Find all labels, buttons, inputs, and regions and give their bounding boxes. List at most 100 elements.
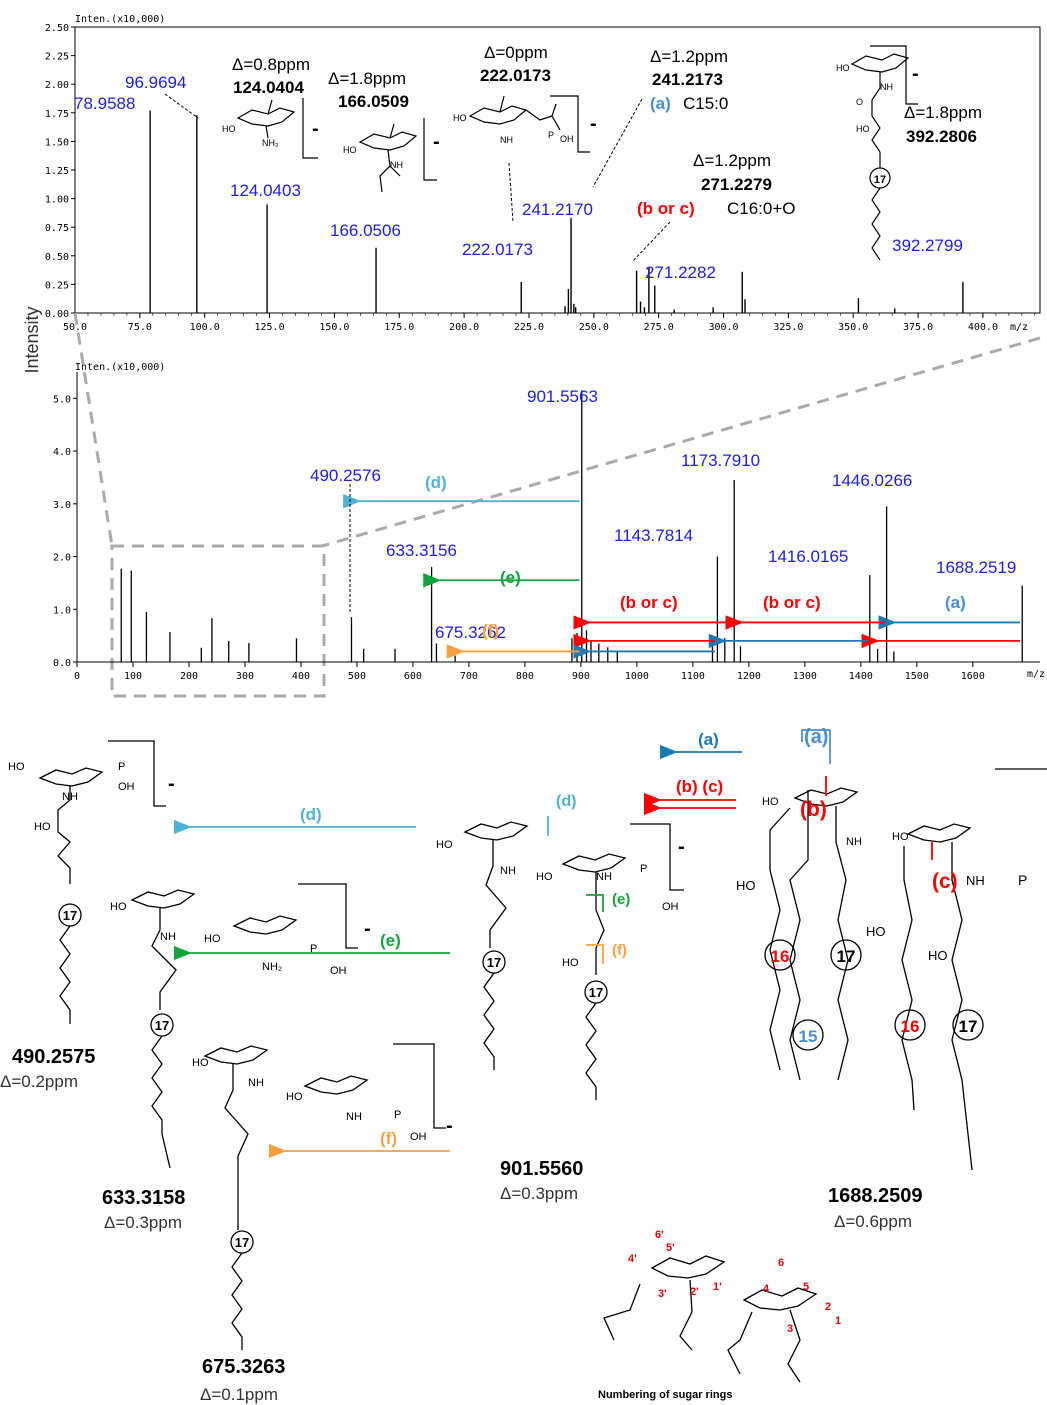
atom-ho: HO [856,124,870,134]
top-x-tick-label: 325.0 [773,322,803,333]
cleave-e: (e) [612,891,630,908]
chain-17-parent-a: 17 [837,947,856,966]
anno-241-delta: Δ=1.2ppm [650,47,728,66]
bottom-x-tick-label: 1200 [737,671,761,682]
atom-nh: NH [966,873,985,888]
bottom-x-tick-label: 1100 [681,671,705,682]
atom-ho: HO [536,871,553,883]
ring-number-label: 2' [690,1286,699,1298]
atom-p: P [310,943,317,955]
y-axis-label: Intensity [22,306,42,373]
anno-241-mass: 241.2173 [652,70,723,89]
anno-271-delta: Δ=1.2ppm [693,151,771,170]
top-x-tick-label: 100.0 [190,322,220,333]
bottom-y-tick-label: 2.0 [53,553,71,564]
frag-901-delta: Δ=0.3ppm [500,1184,578,1203]
ring-number-label: 6 [778,1257,784,1269]
bottom-x-tick-label: 600 [404,671,422,682]
atom-ho: HO [736,878,756,893]
bottom-plot-frame [76,372,1040,663]
atom-nh: NH [346,1111,362,1123]
chain-15-parent: 15 [799,1027,818,1046]
top-peak-label: 271.2282 [645,263,716,282]
chain-17-frag-f: 17 [235,1235,249,1250]
atom-ho: HO [343,145,357,155]
ring-number-label: 1 [835,1315,841,1327]
atom-ho: HO [436,839,453,851]
atom-oh: OH [560,134,574,144]
atom-ho: HO [562,957,579,969]
chain-16-parent-a: 16 [771,947,790,966]
cleave-b: (b) [800,798,827,821]
anno-222-delta: Δ=0ppm [484,43,548,62]
structure-222: HO NH P OH [453,95,590,153]
leader-241 [592,98,643,188]
chain-17-top: 17 [874,174,886,186]
top-y-tick-label: 0.50 [45,252,69,263]
chain-16-parent-b: 16 [901,1017,920,1036]
atom-p: P [548,130,554,140]
atom-ho: HO [110,901,127,913]
anno-124-delta: Δ=0.8ppm [232,55,310,74]
atom-ho: HO [866,924,886,939]
atom-nh: NH [160,931,176,943]
structure-392: HO NH O HO [836,45,918,261]
top-plot-frame [74,26,1041,314]
anno-392-mass: 392.2806 [906,127,977,146]
cleavage-marks [547,729,933,964]
anno-271-mass: 271.2279 [701,175,772,194]
atom-oh: OH [118,781,135,793]
frag-901-mass: 901.5560 [500,1158,583,1180]
bottom-x-tick-label: 1300 [793,671,817,682]
bottom-spectrum-panel: Inten.(x10,000) 0.0 1.0 2.0 3.0 4.0 5.0 0 100 2… [53,362,1045,682]
atom-ho: HO [453,113,467,123]
cleave-f: (f) [612,942,627,959]
top-peak-label: 124.0403 [230,181,301,200]
parent-delta: Δ=0.6ppm [834,1212,912,1231]
bottom-x-tick-label: 1600 [961,671,985,682]
top-x-tick-label: 200.0 [449,322,479,333]
bottom-x-tick-label: 800 [516,671,534,682]
anno-124-mass: 124.0404 [233,78,304,97]
atom-p: P [1018,872,1027,888]
bottom-peak-labels: 901.5563 490.2576 633.3156 675.3262 1143.781… [310,387,1016,642]
top-x-ticks: 50.0 75.0 100.0 125.0 150.0 175.0 200.0 225.0 25… [63,313,1036,333]
ring-number-label: 2 [825,1301,831,1313]
bottom-x-tick-label: 200 [180,671,198,682]
bottom-peak-label: 490.2576 [310,466,381,485]
bottom-x-tick-label: 700 [460,671,478,682]
numbering-title: Numbering of sugar rings [598,1389,732,1401]
atom-ho: HO [892,831,909,843]
top-x-tick-label: 50.0 [63,322,87,333]
minus-frag-f: - [446,1115,453,1137]
top-spectrum-panel: Inten.(x10,000) 0.00 0.25 0.50 0.75 1.00 1.25… [45,14,1041,333]
ring-number-label: 1' [713,1281,722,1293]
scheme-arrow-a: (a) [698,730,719,749]
chain-17-frag-d: 17 [63,908,77,923]
top-x-tick-label: 225.0 [514,322,544,333]
top-x-tick-label: 400.0 [968,322,998,333]
chain-17-frag-e: 17 [155,1018,169,1033]
bottom-arrow-tag: (a) [945,593,966,612]
atom-ho: HO [762,796,779,808]
top-y-tick-label: 2.50 [45,23,69,34]
structure-166: HO NH [343,118,437,193]
bottom-y-ticks: 0.0 1.0 2.0 3.0 4.0 5.0 [53,394,77,669]
bottom-y-unit-label: Inten.(x10,000) [75,362,165,373]
bottom-peak-label: 675.3262 [435,623,506,642]
top-x-tick-label: 300.0 [708,322,738,333]
frag-f-mass: 675.3263 [202,1356,285,1378]
minus-166: - [433,131,440,153]
atom-ho: HO [928,948,948,963]
bottom-peak-label: 901.5563 [527,387,598,406]
top-peaks [149,110,964,313]
top-y-tick-label: 1.25 [45,166,69,177]
bottom-arrow-tag: (b or c) [620,593,678,612]
leader-222 [508,162,514,223]
frag-f-delta: Δ=0.1ppm [200,1385,278,1404]
atom-nh: NH [248,1077,264,1089]
atom-nh: NH [390,160,403,170]
frag-d-delta: Δ=0.2ppm [0,1072,78,1091]
ring-number-label: 6' [655,1229,664,1241]
